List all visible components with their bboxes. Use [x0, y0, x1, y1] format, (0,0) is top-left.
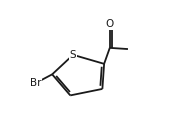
Text: O: O — [106, 19, 114, 29]
Text: S: S — [70, 50, 76, 60]
Text: Br: Br — [30, 78, 41, 88]
